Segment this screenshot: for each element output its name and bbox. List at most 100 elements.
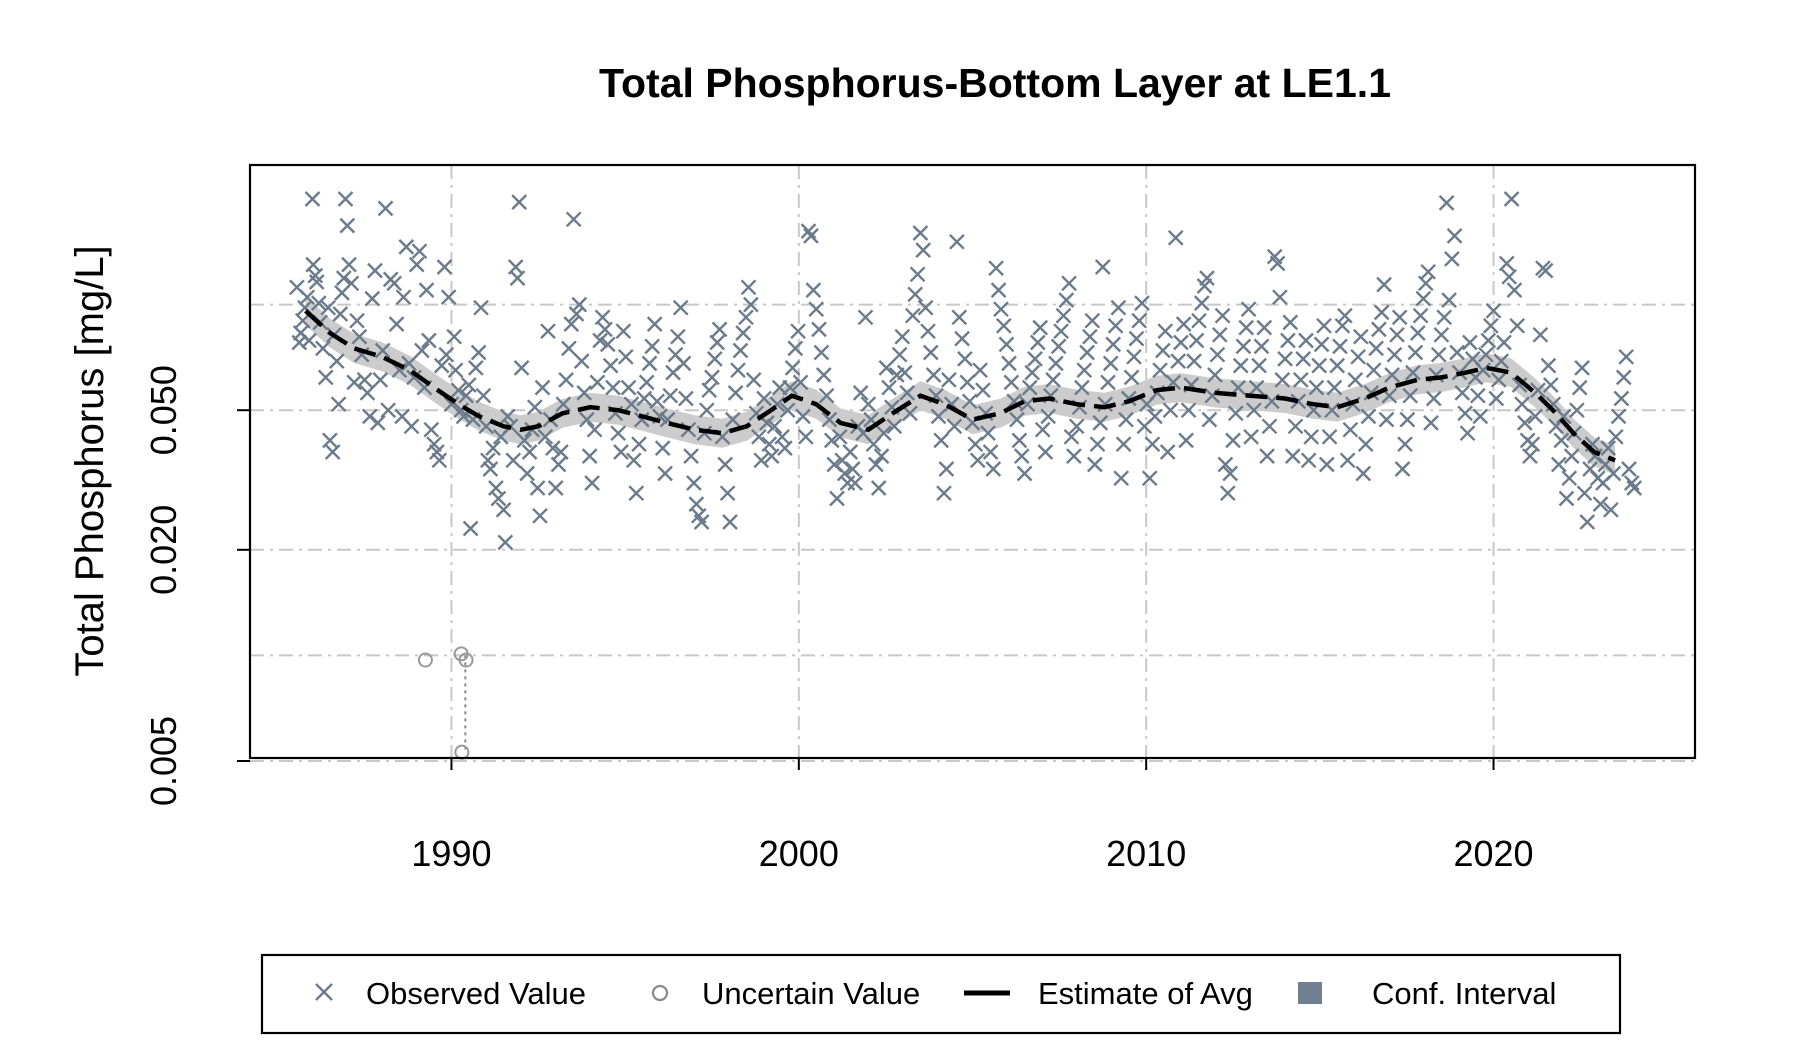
observed-point-127 — [597, 321, 613, 338]
observed-point-188 — [756, 390, 772, 407]
observed-point-93 — [509, 270, 526, 286]
observed-point-222 — [844, 461, 861, 477]
observed-point-466 — [1480, 332, 1497, 349]
observed-point-513 — [1603, 501, 1619, 518]
observed-point-225 — [852, 385, 869, 401]
legend-item-uncertain: Uncertain Value — [651, 976, 920, 1011]
observed-point-132 — [610, 425, 627, 442]
observed-point-5 — [299, 289, 316, 306]
observed-point-317 — [1092, 415, 1109, 431]
observed-point-373 — [1238, 319, 1255, 336]
observed-point-210 — [813, 344, 830, 361]
observed-point-251 — [920, 323, 936, 340]
observed-point-454 — [1449, 344, 1465, 361]
observed-point-167 — [701, 382, 718, 399]
observed-point-66 — [443, 396, 460, 413]
observed-point-82 — [482, 461, 499, 477]
observed-point-58 — [423, 421, 440, 438]
observed-point-235 — [878, 360, 895, 376]
observed-point-375 — [1243, 428, 1259, 445]
observed-point-201 — [790, 323, 806, 340]
observed-point-35 — [364, 290, 381, 307]
observed-point-266 — [959, 374, 976, 391]
observed-point-496 — [1558, 490, 1575, 507]
observed-point-17 — [324, 444, 341, 460]
observed-point-20 — [330, 396, 347, 413]
observed-point-417 — [1352, 328, 1369, 345]
observed-point-98 — [521, 444, 538, 460]
observed-point-364 — [1214, 307, 1231, 324]
observed-point-474 — [1501, 268, 1518, 285]
observed-point-322 — [1105, 336, 1122, 353]
observed-point-197 — [779, 402, 796, 419]
observed-point-259 — [941, 372, 957, 388]
observed-point-206 — [803, 228, 819, 244]
observed-point-265 — [957, 351, 973, 367]
observed-point-272 — [975, 382, 991, 399]
observed-point-120 — [579, 411, 595, 428]
observed-point-350 — [1178, 432, 1194, 449]
observed-point-269 — [967, 436, 984, 453]
observed-point-94 — [511, 194, 528, 210]
observed-point-78 — [473, 299, 489, 316]
observed-point-97 — [519, 465, 536, 482]
observed-point-517 — [1613, 390, 1630, 407]
observed-point-404 — [1318, 456, 1335, 473]
observed-point-282 — [1001, 355, 1017, 372]
observed-point-493 — [1550, 456, 1567, 473]
observed-point-87 — [495, 501, 512, 518]
observed-point-121 — [581, 448, 598, 464]
observed-point-358 — [1199, 270, 1215, 286]
observed-point-307 — [1066, 448, 1082, 464]
observed-point-410 — [1334, 317, 1351, 334]
observed-point-231 — [868, 456, 884, 473]
observed-point-39 — [374, 342, 391, 359]
observed-point-337 — [1144, 436, 1161, 453]
observed-point-341 — [1155, 342, 1171, 359]
observed-point-176 — [724, 411, 741, 428]
observed-point-431 — [1389, 326, 1405, 343]
observed-point-83 — [485, 440, 501, 456]
observed-point-38 — [372, 372, 389, 388]
observed-point-465 — [1478, 346, 1494, 363]
legend-o-marker — [651, 984, 669, 1002]
observed-point-288 — [1016, 465, 1033, 482]
observed-point-234 — [876, 425, 892, 442]
observed-point-409 — [1332, 338, 1348, 355]
observed-point-128 — [599, 336, 616, 353]
observed-point-435 — [1399, 411, 1416, 428]
legend-item-estimate: Estimate of Avg — [964, 976, 1253, 1011]
observed-point-73 — [460, 377, 477, 393]
observed-point-279 — [993, 301, 1009, 318]
observed-point-224 — [850, 418, 866, 435]
ci-band — [305, 296, 1616, 475]
observed-point-199 — [784, 360, 801, 376]
observed-point-311 — [1076, 362, 1093, 379]
observed-point-178 — [730, 362, 746, 379]
observed-point-306 — [1063, 428, 1080, 445]
observed-point-54 — [414, 342, 430, 359]
observed-point-278 — [990, 282, 1007, 298]
observed-point-420 — [1360, 408, 1377, 425]
observed-point-347 — [1170, 353, 1186, 369]
observed-point-376 — [1246, 402, 1262, 419]
observed-point-488 — [1537, 262, 1554, 279]
observed-point-65 — [440, 289, 457, 306]
observed-point-277 — [988, 260, 1004, 277]
observed-point-439 — [1409, 325, 1426, 341]
observed-point-30 — [351, 328, 368, 345]
observed-point-413 — [1342, 421, 1359, 438]
observed-point-228 — [860, 396, 877, 413]
observed-point-434 — [1397, 436, 1413, 453]
observed-point-53 — [411, 243, 428, 260]
observed-point-333 — [1134, 295, 1150, 311]
observed-point-85 — [490, 490, 507, 507]
observed-point-119 — [576, 385, 593, 401]
observed-point-344 — [1162, 402, 1179, 419]
uncertain-point-2 — [458, 652, 474, 668]
observed-point-76 — [467, 360, 484, 376]
observed-point-427 — [1378, 411, 1395, 428]
observed-point-248 — [912, 225, 929, 241]
observed-point-160 — [683, 448, 699, 464]
observed-point-294 — [1032, 319, 1049, 336]
